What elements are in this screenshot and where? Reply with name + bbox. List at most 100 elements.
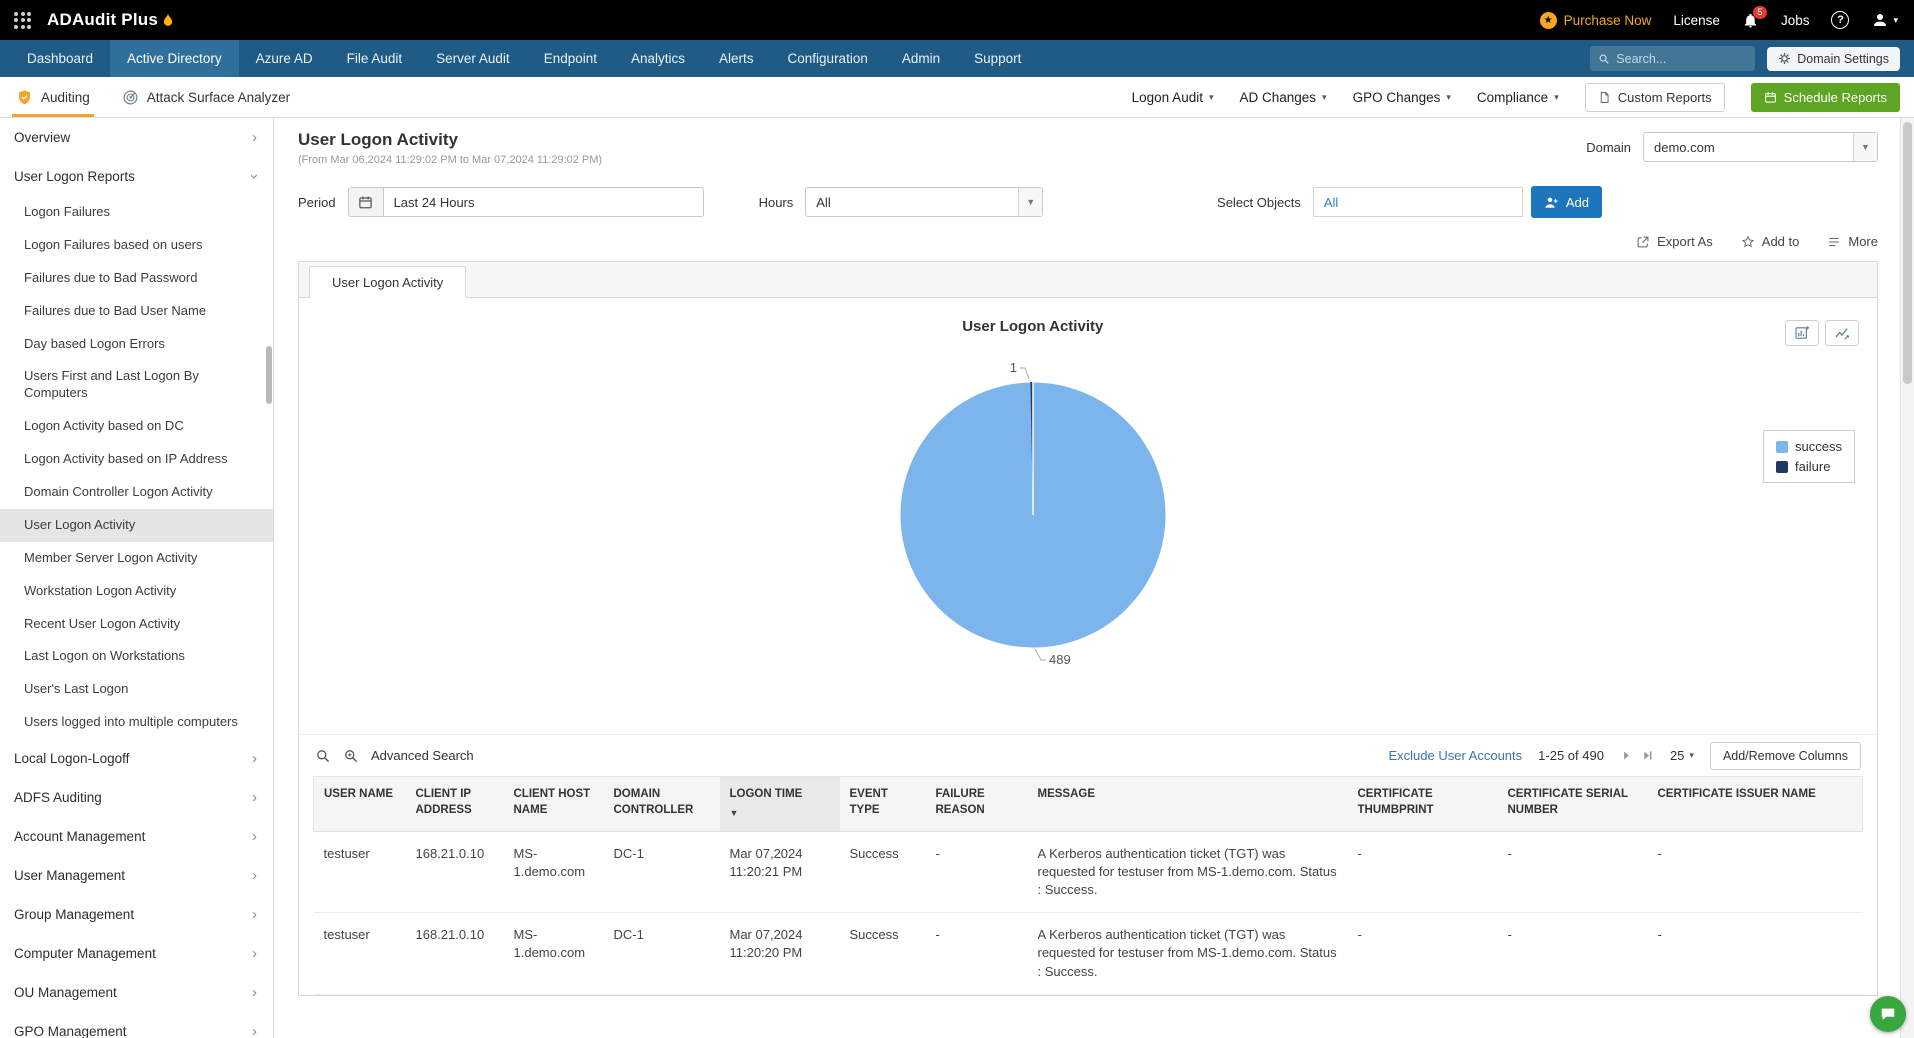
column-header-failure-reason[interactable]: FAILURE REASON [926, 777, 1028, 832]
column-header-user-name[interactable]: USER NAME [314, 777, 406, 832]
sidebar-item-users-first-and-last-logon-by-computers[interactable]: Users First and Last Logon By Computers [0, 360, 273, 410]
tab-auditing-label: Auditing [41, 90, 90, 105]
nav-tab-azure-ad[interactable]: Azure AD [239, 40, 330, 77]
tab-user-logon-activity[interactable]: User Logon Activity [309, 266, 466, 298]
column-header-domain-controller[interactable]: DOMAIN CONTROLLER [604, 777, 720, 832]
window-scrollbar[interactable] [1900, 118, 1914, 1038]
app-logo: ADAudit Plus [47, 10, 175, 30]
sidebar-section-account-management[interactable]: Account Management› [0, 817, 273, 856]
sidebar-item-logon-activity-based-on-ip-address[interactable]: Logon Activity based on IP Address [0, 443, 273, 476]
switch-chart-type-button[interactable] [1825, 320, 1859, 346]
sidebar-section-adfs-auditing[interactable]: ADFS Auditing› [0, 778, 273, 817]
sidebar-item-logon-activity-based-on-dc[interactable]: Logon Activity based on DC [0, 410, 273, 443]
tab-auditing[interactable]: Auditing [0, 77, 106, 117]
sort-desc-icon: ▼ [730, 807, 830, 819]
advanced-search-icon[interactable] [343, 748, 359, 764]
search-icon[interactable] [315, 748, 331, 764]
add-to-button[interactable]: Add to [1741, 234, 1800, 249]
table-row[interactable]: testuser168.21.0.10MS-1.demo.comDC-1Mar … [314, 831, 1863, 913]
nav-tab-configuration[interactable]: Configuration [771, 40, 885, 77]
sidebar-section-group-management[interactable]: Group Management› [0, 895, 273, 934]
column-header-logon-time[interactable]: LOGON TIME▼ [720, 777, 840, 832]
nav-tab-dashboard[interactable]: Dashboard [10, 40, 110, 77]
custom-reports-button[interactable]: Custom Reports [1585, 83, 1725, 112]
sidebar-item-failures-due-to-bad-password[interactable]: Failures due to Bad Password [0, 262, 273, 295]
license-link[interactable]: License [1673, 13, 1720, 28]
menu-gpo-changes[interactable]: GPO Changes▾ [1353, 90, 1451, 105]
column-header-client-host-name[interactable]: CLIENT HOST NAME [504, 777, 604, 832]
next-page-icon[interactable] [1620, 749, 1633, 762]
period-calendar-button[interactable] [348, 187, 384, 217]
support-chat-button[interactable] [1870, 996, 1906, 1032]
nav-tab-alerts[interactable]: Alerts [702, 40, 771, 77]
calendar-icon [358, 195, 373, 210]
sidebar-item-failures-due-to-bad-user-name[interactable]: Failures due to Bad User Name [0, 295, 273, 328]
pie-chart[interactable]: 1 489 [823, 343, 1243, 683]
sidebar-section-local-logon-logoff[interactable]: Local Logon-Logoff› [0, 739, 273, 778]
sidebar-item-last-logon-on-workstations[interactable]: Last Logon on Workstations [0, 640, 273, 673]
apps-grid-icon[interactable] [14, 12, 31, 29]
nav-tab-active-directory[interactable]: Active Directory [110, 40, 239, 77]
sidebar-scrollbar[interactable] [266, 346, 272, 404]
sidebar-section-gpo-management[interactable]: GPO Management› [0, 1012, 273, 1038]
sidebar-section-overview[interactable]: Overview› [0, 118, 273, 157]
tab-attack-surface-analyzer[interactable]: Attack Surface Analyzer [106, 77, 306, 117]
column-header-certificate-thumbprint[interactable]: CERTIFICATE THUMBPRINT [1348, 777, 1498, 832]
menu-logon-audit[interactable]: Logon Audit▾ [1132, 90, 1214, 105]
column-header-client-ip-address[interactable]: CLIENT IP ADDRESS [406, 777, 504, 832]
column-header-event-type[interactable]: EVENT TYPE [840, 777, 926, 832]
legend-item-failure[interactable]: failure [1776, 459, 1842, 474]
legend-item-success[interactable]: success [1776, 439, 1842, 454]
add-to-dashboard-button[interactable] [1785, 320, 1819, 346]
period-input[interactable] [384, 187, 704, 217]
sidebar-section-ou-management[interactable]: OU Management› [0, 973, 273, 1012]
sidebar-item-user-s-last-logon[interactable]: User's Last Logon [0, 673, 273, 706]
sidebar-section-user-logon-reports[interactable]: User Logon Reports› [0, 157, 273, 196]
notifications-bell-icon[interactable]: 5 [1742, 12, 1759, 29]
jobs-link[interactable]: Jobs [1781, 13, 1810, 28]
last-page-icon[interactable] [1641, 749, 1654, 762]
nav-tab-file-audit[interactable]: File Audit [330, 40, 420, 77]
add-remove-columns-button[interactable]: Add/Remove Columns [1710, 742, 1861, 770]
sidebar-item-recent-user-logon-activity[interactable]: Recent User Logon Activity [0, 608, 273, 641]
global-search[interactable] [1590, 46, 1755, 71]
nav-tab-server-audit[interactable]: Server Audit [419, 40, 527, 77]
table-row[interactable]: testuser168.21.0.10MS-1.demo.comDC-1Mar … [314, 913, 1863, 995]
nav-tab-admin[interactable]: Admin [885, 40, 957, 77]
column-header-certificate-issuer-name[interactable]: CERTIFICATE ISSUER NAME [1648, 777, 1863, 832]
menu-ad-changes[interactable]: AD Changes▾ [1240, 90, 1327, 105]
column-header-message[interactable]: MESSAGE [1028, 777, 1348, 832]
menu-compliance[interactable]: Compliance▾ [1477, 90, 1559, 105]
column-header-certificate-serial-number[interactable]: CERTIFICATE SERIAL NUMBER [1498, 777, 1648, 832]
sidebar-item-logon-failures-based-on-users[interactable]: Logon Failures based on users [0, 229, 273, 262]
more-button[interactable]: More [1827, 234, 1878, 249]
hours-select[interactable]: All ▼ [805, 187, 1043, 217]
user-menu[interactable]: ▾ [1871, 11, 1898, 29]
custom-reports-label: Custom Reports [1618, 90, 1712, 105]
help-icon[interactable]: ? [1831, 11, 1849, 29]
sidebar-item-workstation-logon-activity[interactable]: Workstation Logon Activity [0, 575, 273, 608]
nav-tab-support[interactable]: Support [957, 40, 1038, 77]
scrollbar-thumb[interactable] [1903, 122, 1912, 384]
nav-tab-endpoint[interactable]: Endpoint [527, 40, 614, 77]
export-as-button[interactable]: Export As [1636, 234, 1713, 249]
search-input[interactable] [1616, 52, 1731, 66]
sidebar-section-computer-management[interactable]: Computer Management› [0, 934, 273, 973]
sidebar-item-user-logon-activity[interactable]: User Logon Activity [0, 509, 273, 542]
add-object-button[interactable]: Add [1531, 186, 1602, 218]
sidebar-item-day-based-logon-errors[interactable]: Day based Logon Errors [0, 328, 273, 361]
purchase-now-link[interactable]: ★ Purchase Now [1540, 12, 1652, 29]
select-objects-field[interactable]: All [1313, 187, 1523, 217]
nav-tab-analytics[interactable]: Analytics [614, 40, 702, 77]
advanced-search-label[interactable]: Advanced Search [371, 748, 474, 763]
exclude-user-accounts-link[interactable]: Exclude User Accounts [1388, 748, 1522, 763]
sidebar-item-domain-controller-logon-activity[interactable]: Domain Controller Logon Activity [0, 476, 273, 509]
page-size-select[interactable]: 25 ▾ [1670, 748, 1694, 763]
sidebar-item-logon-failures[interactable]: Logon Failures [0, 196, 273, 229]
domain-select[interactable]: demo.com ▼ [1643, 132, 1878, 162]
schedule-reports-button[interactable]: Schedule Reports [1751, 83, 1900, 112]
sidebar-item-member-server-logon-activity[interactable]: Member Server Logon Activity [0, 542, 273, 575]
sidebar-section-user-management[interactable]: User Management› [0, 856, 273, 895]
domain-settings-button[interactable]: Domain Settings [1767, 47, 1900, 71]
sidebar-item-users-logged-into-multiple-computers[interactable]: Users logged into multiple computers [0, 706, 273, 739]
